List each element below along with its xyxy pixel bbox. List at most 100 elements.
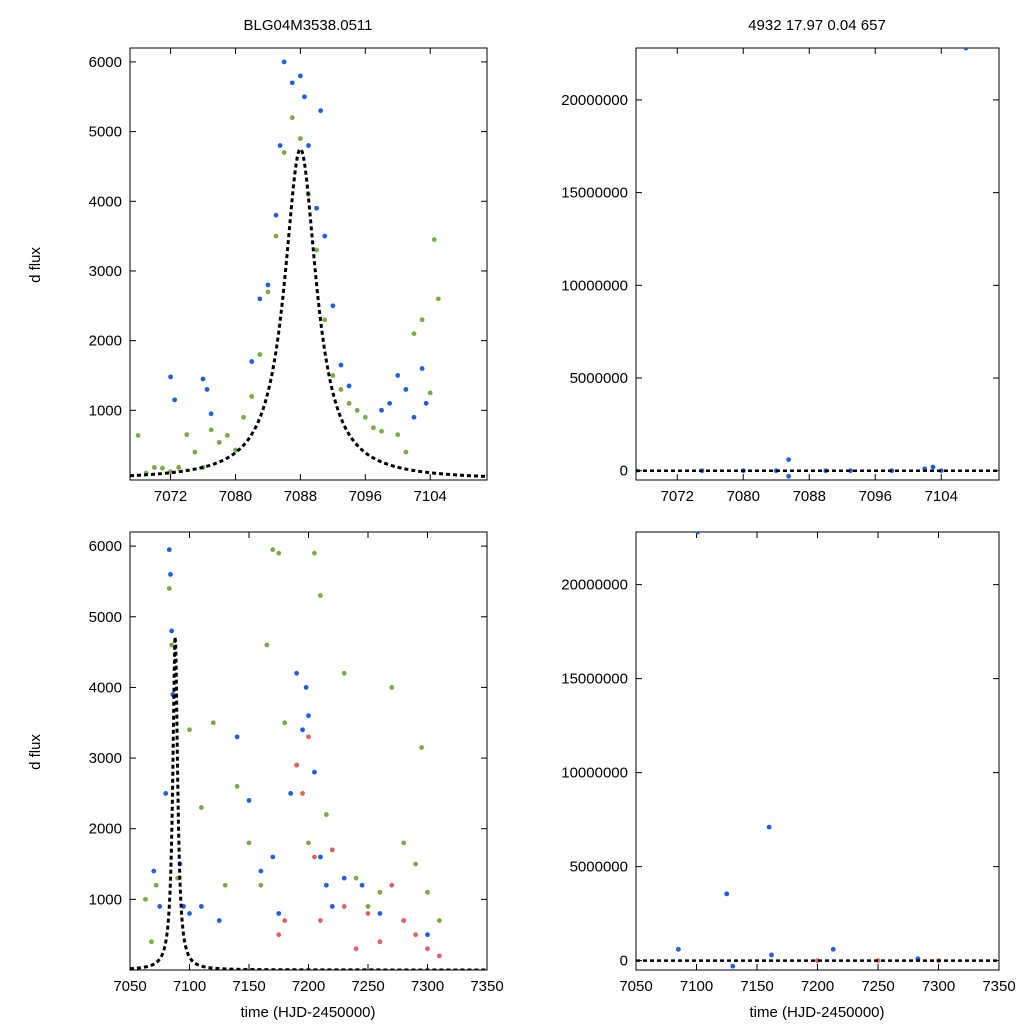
data-point	[341, 670, 347, 676]
y-tick-label: 20000000	[561, 577, 628, 594]
title-right: 4932 17.97 0.04 657	[748, 17, 886, 34]
x-tick-label: 7088	[284, 488, 317, 505]
data-point	[329, 904, 335, 909]
x-tick-label: 7072	[154, 488, 187, 505]
data-point	[169, 628, 175, 634]
data-point	[403, 387, 409, 392]
data-point	[187, 727, 192, 733]
panel-bottom-right: 7050 7100 7150 7200 7250 7300 7350 0 5000000 1000…	[561, 531, 1016, 995]
data-point	[401, 918, 407, 923]
panel-top-left: 7072 7080 7088 7096 7104 1000 2000 3000 4000 5000…	[89, 47, 488, 505]
data-point	[353, 875, 359, 881]
data-point	[216, 439, 222, 445]
y-tick-label: 5000000	[570, 859, 628, 876]
data-point	[166, 547, 172, 553]
y-tick-label: 0	[620, 953, 628, 970]
data-point	[425, 946, 430, 952]
data-point	[303, 685, 309, 690]
data-point	[419, 366, 425, 371]
x-tick-label: 7300	[411, 978, 444, 995]
data-point	[297, 136, 303, 141]
model-curve	[130, 636, 487, 970]
data-point	[302, 94, 307, 100]
data-point	[224, 433, 230, 438]
panel-bottom-left: 7050 7100 7150 7200 7250 7300 7350 1000 2000 3000…	[89, 531, 504, 995]
data-point	[246, 798, 252, 803]
data-point	[786, 457, 792, 463]
data-point	[322, 233, 328, 239]
data-point	[234, 734, 240, 740]
data-point	[318, 854, 323, 860]
plot-frame	[635, 47, 1000, 481]
x-tick-label: 7250	[861, 978, 894, 995]
plot-frame	[635, 531, 1000, 971]
data-point	[200, 376, 206, 382]
title-left: BLG04M3538.0511	[244, 17, 373, 34]
data-point	[318, 108, 324, 114]
x-tick-label: 7104	[414, 488, 447, 505]
data-point	[281, 150, 287, 155]
x-tick-label: 7088	[793, 488, 826, 505]
data-point	[730, 963, 736, 969]
x-tick-label: 7072	[661, 488, 694, 505]
x-tick-label: 7150	[740, 978, 773, 995]
data-point	[365, 904, 371, 909]
data-point	[282, 918, 288, 923]
y-tick-label: 3000	[89, 263, 122, 280]
data-point	[151, 868, 157, 874]
data-point	[329, 847, 335, 853]
data-point	[318, 918, 323, 923]
ylabel-bottom: d flux	[27, 734, 44, 770]
x-tick-label: 7096	[349, 488, 382, 505]
data-point	[318, 593, 323, 598]
y-tick-label: 4000	[89, 679, 122, 696]
y-tick-label: 4000	[89, 193, 122, 210]
data-point	[265, 282, 271, 288]
data-point	[306, 734, 311, 740]
data-point	[387, 400, 393, 406]
y-tick-label: 10000000	[561, 765, 628, 782]
data-point	[403, 449, 409, 455]
data-point	[341, 875, 347, 881]
x-tick-label: 7050	[113, 978, 146, 995]
data-point	[241, 414, 246, 420]
data-point	[346, 383, 352, 389]
data-point	[306, 143, 311, 148]
data-point	[192, 449, 198, 455]
data-point	[427, 390, 433, 396]
data-point	[258, 882, 264, 888]
data-point	[300, 727, 305, 733]
x-tick-label: 7096	[859, 488, 892, 505]
xlabel-bottom-right: time (HJD-2450000)	[749, 1004, 884, 1021]
data-point	[963, 48, 969, 51]
data-layer	[130, 547, 487, 970]
data-point	[168, 571, 173, 577]
data-point	[323, 812, 329, 817]
data-point	[151, 465, 157, 470]
x-tick-label: 7104	[925, 488, 958, 505]
data-point	[338, 387, 344, 392]
data-point	[423, 400, 429, 406]
data-point	[395, 373, 401, 378]
data-point	[830, 946, 836, 952]
data-layer	[636, 48, 999, 479]
y-tick-label: 1000	[89, 402, 122, 419]
data-point	[289, 80, 295, 86]
data-point	[153, 882, 159, 888]
data-point	[437, 918, 442, 923]
x-tick-label: 7300	[922, 978, 955, 995]
data-point	[276, 911, 282, 916]
data-point	[234, 783, 240, 789]
y-tick-label: 5000000	[570, 370, 628, 387]
data-point	[288, 790, 294, 796]
data-point	[930, 464, 936, 470]
data-point	[168, 374, 173, 380]
data-point	[379, 428, 384, 434]
y-tick-label: 5000	[89, 609, 122, 626]
data-point	[257, 352, 263, 357]
data-point	[312, 550, 317, 556]
y-tick-label: 1000	[89, 891, 122, 908]
data-point	[767, 969, 771, 970]
data-point	[210, 720, 216, 726]
data-point	[354, 407, 360, 413]
